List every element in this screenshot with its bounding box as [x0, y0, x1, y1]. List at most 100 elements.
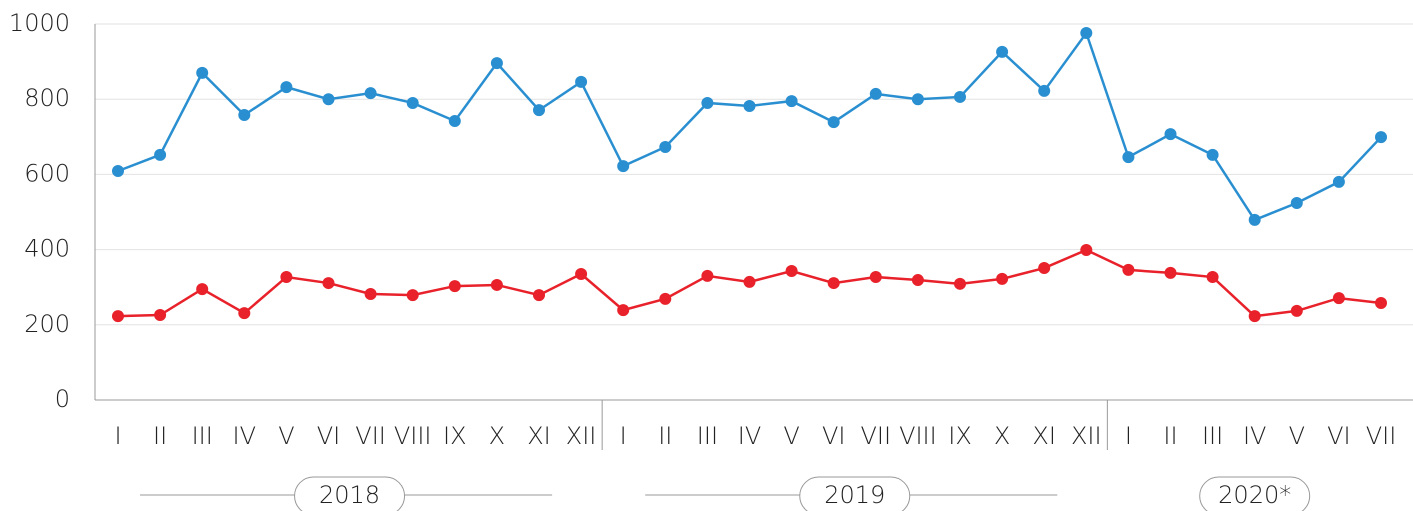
x-tick-label: II	[658, 422, 672, 450]
x-tick-label: II	[153, 422, 167, 450]
group-label: 2020*	[1218, 481, 1291, 509]
point	[533, 289, 545, 302]
point	[743, 99, 756, 112]
x-tick-label: XI	[527, 422, 551, 450]
x-tick-label: II	[1163, 422, 1177, 450]
point	[1164, 266, 1177, 279]
x-tick-label: X	[994, 422, 1010, 450]
point	[1122, 151, 1135, 164]
x-tick-label: XII	[566, 422, 597, 450]
point	[1080, 27, 1093, 40]
point	[280, 271, 293, 284]
point	[154, 148, 167, 161]
y-tick-label: 1000	[9, 9, 70, 37]
x-tick-label: I	[1125, 422, 1132, 450]
point	[617, 160, 630, 173]
point	[996, 272, 1009, 285]
series-line	[117, 30, 1382, 222]
point	[1248, 213, 1261, 226]
point	[575, 75, 588, 88]
group-label: 2018	[319, 481, 380, 509]
point	[1080, 243, 1093, 256]
point	[448, 115, 461, 128]
x-tick-label: VI	[317, 422, 341, 450]
point	[1038, 84, 1051, 97]
point	[827, 116, 840, 129]
group-pill	[294, 476, 406, 511]
x-tick-label: I	[620, 422, 627, 450]
x-tick-label: IV	[233, 422, 257, 450]
x-tick-label: VI	[822, 422, 846, 450]
x-tick-label: V	[1289, 422, 1305, 450]
point	[112, 165, 124, 178]
point	[1290, 196, 1303, 209]
point	[490, 278, 503, 291]
point	[1038, 262, 1051, 275]
point	[1332, 292, 1345, 305]
point	[617, 304, 630, 317]
point	[238, 307, 251, 320]
point	[911, 93, 924, 106]
point	[406, 289, 419, 302]
point	[1375, 131, 1387, 144]
point	[869, 87, 882, 100]
x-tick-label: VII	[861, 422, 892, 450]
x-tick-label: III	[1202, 422, 1223, 450]
point	[659, 140, 672, 153]
x-tick-label: IV	[738, 422, 762, 450]
point	[911, 274, 924, 287]
point	[364, 87, 377, 100]
x-tick-label: VIII	[899, 422, 937, 450]
point	[827, 277, 840, 290]
point	[238, 108, 251, 121]
point	[869, 271, 882, 284]
point	[448, 280, 461, 293]
x-tick-label: III	[697, 422, 718, 450]
point	[280, 81, 293, 94]
x-tick-label: XI	[1032, 422, 1056, 450]
point	[112, 310, 124, 323]
point	[1375, 296, 1387, 309]
x-tick-label: VIII	[394, 422, 432, 450]
point	[701, 269, 714, 282]
x-tick-label: VII	[1366, 422, 1397, 450]
point	[533, 104, 545, 117]
point	[1206, 148, 1219, 161]
point	[743, 275, 756, 288]
y-tick-label: 800	[24, 84, 70, 112]
point	[490, 57, 503, 70]
point	[154, 309, 167, 322]
y-tick-label: 200	[24, 310, 70, 338]
point	[196, 66, 209, 79]
point	[1332, 175, 1345, 188]
point	[1248, 310, 1261, 323]
x-tick-label: V	[783, 422, 799, 450]
point	[1122, 263, 1135, 276]
point	[364, 287, 377, 300]
point	[322, 277, 335, 290]
group-pill	[1199, 476, 1311, 511]
x-tick-label: I	[114, 422, 121, 450]
point	[196, 283, 209, 296]
group-label: 2019	[824, 481, 885, 509]
point	[575, 268, 588, 281]
x-tick-label: XII	[1071, 422, 1102, 450]
point	[1290, 304, 1303, 317]
y-tick-label: 600	[24, 159, 70, 187]
point	[785, 265, 798, 278]
point	[954, 90, 966, 103]
y-tick-label: 0	[55, 385, 70, 413]
point	[785, 95, 798, 108]
y-tick-label: 400	[24, 235, 70, 263]
point	[1206, 271, 1219, 284]
point	[1164, 128, 1177, 141]
group-pill	[799, 476, 911, 511]
x-tick-label: IX	[443, 422, 467, 450]
x-tick-label: V	[278, 422, 294, 450]
point	[954, 277, 966, 290]
x-tick-label: IV	[1243, 422, 1267, 450]
x-tick-label: VII	[355, 422, 386, 450]
point	[322, 93, 335, 106]
x-tick-label: IX	[948, 422, 972, 450]
